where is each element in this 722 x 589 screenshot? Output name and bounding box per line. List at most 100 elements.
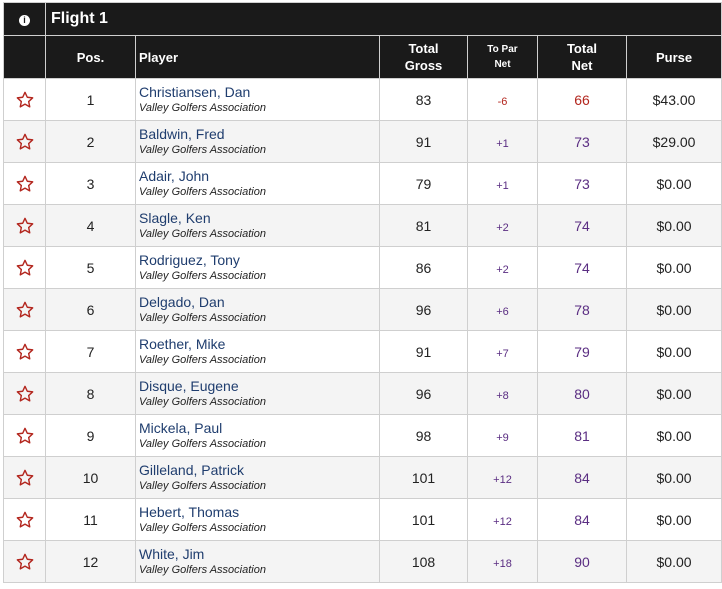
favorite-button[interactable] (3, 330, 46, 373)
header-purse[interactable]: Purse (625, 35, 722, 79)
header-pos[interactable]: Pos. (45, 35, 136, 79)
star-outline-icon[interactable] (4, 216, 45, 236)
star-outline-icon[interactable] (4, 258, 45, 278)
to-par-value: +1 (496, 179, 509, 192)
player-association: Valley Golfers Association (139, 521, 266, 534)
player-association: Valley Golfers Association (139, 563, 266, 576)
favorite-button[interactable] (3, 246, 46, 289)
header-total-gross[interactable]: Total Gross (379, 35, 468, 79)
player-association: Valley Golfers Association (139, 185, 266, 198)
table-row: 3 Adair, John Valley Golfers Association 79… (3, 162, 722, 205)
pos-cell: 10 (45, 456, 136, 499)
star-outline-icon[interactable] (4, 300, 45, 320)
header-pos-label: Pos. (76, 49, 105, 65)
total-gross-cell: 108 (379, 540, 468, 583)
favorite-button[interactable] (3, 372, 46, 415)
to-par-value: -6 (497, 95, 508, 108)
total-net-cell: 74 (537, 246, 627, 289)
player-cell: Mickela, Paul Valley Golfers Association (135, 414, 380, 457)
favorite-button[interactable] (3, 78, 46, 121)
star-outline-icon[interactable] (4, 468, 45, 488)
favorite-button[interactable] (3, 456, 46, 499)
star-outline-icon[interactable] (4, 342, 45, 362)
total-net-cell: 79 (537, 330, 627, 373)
player-association: Valley Golfers Association (139, 311, 266, 324)
favorite-button[interactable] (3, 414, 46, 457)
header-player[interactable]: Player (135, 35, 380, 79)
star-outline-icon[interactable] (4, 510, 45, 530)
star-outline-icon[interactable] (4, 174, 45, 194)
star-outline-icon[interactable] (4, 426, 45, 446)
player-name-link[interactable]: Mickela, Paul (139, 419, 223, 436)
to-par-value: +12 (493, 515, 512, 528)
player-association: Valley Golfers Association (139, 353, 266, 366)
to-par-value: +7 (496, 347, 509, 360)
favorite-button[interactable] (3, 498, 46, 541)
star-outline-icon[interactable] (4, 384, 45, 404)
purse-cell: $0.00 (625, 330, 722, 373)
player-name-link[interactable]: Disque, Eugene (139, 377, 239, 394)
to-par-net-cell: +2 (467, 246, 538, 289)
leaderboard-table: i Flight 1 Pos. Player Total Gross To Par… (3, 2, 722, 583)
total-net-value: 66 (574, 91, 590, 108)
pos-cell: 5 (45, 246, 136, 289)
total-gross-cell: 96 (379, 372, 468, 415)
total-net-cell: 78 (537, 288, 627, 331)
purse-cell: $0.00 (625, 372, 722, 415)
player-name-link[interactable]: Delgado, Dan (139, 293, 225, 310)
player-cell: Slagle, Ken Valley Golfers Association (135, 204, 380, 247)
total-net-cell: 84 (537, 498, 627, 541)
player-name-link[interactable]: Slagle, Ken (139, 209, 211, 226)
pos-cell: 1 (45, 78, 136, 121)
total-net-value: 78 (574, 301, 590, 318)
total-net-value: 74 (574, 217, 590, 234)
favorite-button[interactable] (3, 162, 46, 205)
favorite-button[interactable] (3, 540, 46, 583)
favorite-button[interactable] (3, 288, 46, 331)
flight-title: Flight 1 (44, 2, 722, 36)
player-name-link[interactable]: Baldwin, Fred (139, 125, 225, 142)
table-row: 12 White, Jim Valley Golfers Association 10… (3, 540, 722, 583)
header-to-par-line2: Net (494, 59, 511, 70)
to-par-value: +9 (496, 431, 509, 444)
star-outline-icon[interactable] (4, 90, 45, 110)
star-outline-icon[interactable] (4, 552, 45, 572)
star-outline-icon[interactable] (4, 132, 45, 152)
table-row: 11 Hebert, Thomas Valley Golfers Associati… (3, 498, 722, 541)
column-header-row: Pos. Player Total Gross To Par Net Total Ne… (3, 35, 722, 79)
player-name-link[interactable]: Hebert, Thomas (139, 503, 240, 520)
table-row: 10 Gilleland, Patrick Valley Golfers Assoc… (3, 456, 722, 499)
player-name-link[interactable]: Adair, John (139, 167, 210, 184)
player-name-link[interactable]: Gilleland, Patrick (139, 461, 245, 478)
pos-cell: 11 (45, 498, 136, 541)
header-total-net[interactable]: Total Net (537, 35, 627, 79)
total-net-value: 74 (574, 259, 590, 276)
header-favorite (3, 35, 46, 79)
to-par-value: +6 (496, 305, 509, 318)
pos-cell: 2 (45, 120, 136, 163)
total-net-value: 81 (574, 427, 590, 444)
player-name-link[interactable]: Roether, Mike (139, 335, 226, 352)
purse-cell: $29.00 (625, 120, 722, 163)
to-par-net-cell: +12 (467, 456, 538, 499)
table-row: 9 Mickela, Paul Valley Golfers Association… (3, 414, 722, 457)
info-button[interactable]: i (3, 2, 46, 36)
player-association: Valley Golfers Association (139, 437, 266, 450)
player-name-link[interactable]: Christiansen, Dan (139, 83, 251, 100)
player-name-link[interactable]: Rodriguez, Tony (139, 251, 240, 268)
info-icon[interactable]: i (19, 15, 30, 26)
pos-cell: 4 (45, 204, 136, 247)
pos-cell: 7 (45, 330, 136, 373)
player-cell: Disque, Eugene Valley Golfers Association (135, 372, 380, 415)
total-net-value: 79 (574, 343, 590, 360)
favorite-button[interactable] (3, 120, 46, 163)
table-row: 4 Slagle, Ken Valley Golfers Association 81… (3, 204, 722, 247)
player-association: Valley Golfers Association (139, 143, 266, 156)
header-to-par-line1: To Par (487, 44, 518, 55)
total-gross-cell: 86 (379, 246, 468, 289)
table-row: 6 Delgado, Dan Valley Golfers Association 9… (3, 288, 722, 331)
to-par-net-cell: +9 (467, 414, 538, 457)
header-to-par-net[interactable]: To Par Net (467, 35, 538, 79)
player-name-link[interactable]: White, Jim (139, 545, 205, 562)
favorite-button[interactable] (3, 204, 46, 247)
